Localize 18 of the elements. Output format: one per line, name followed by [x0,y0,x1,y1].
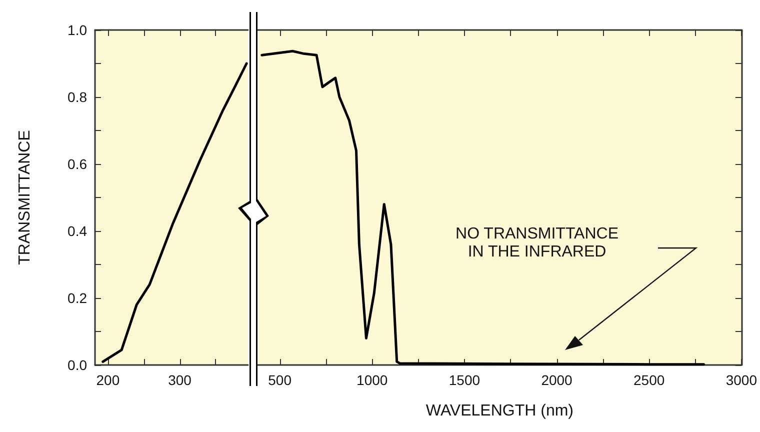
line-series [102,62,248,363]
annotation: NO TRANSMITTANCE IN THE INFRARED [456,226,618,260]
y-tick-label: 0.0 [68,357,88,373]
x-tick-label: 300 [168,372,192,388]
y-tick-label: 0.8 [68,89,88,105]
y-tick-label: 1.0 [68,22,88,38]
x-tick-label: 3000 [726,372,758,388]
x-axis-title: WAVELENGTH (nm) [426,402,574,420]
x-tick-label: 2000 [541,372,573,388]
y-axis-title: TRANSMITTANCE [16,130,34,265]
x-tick-label: 500 [268,372,292,388]
y-tick-label: 0.2 [68,290,88,306]
x-tick-label: 1500 [448,372,480,388]
y-tick-label: 0.6 [68,156,88,172]
x-tick-label: 200 [96,372,120,388]
y-tick-label: 0.4 [68,223,88,239]
x-tick-label: 2500 [634,372,665,388]
x-tick-label: 1000 [356,372,388,388]
